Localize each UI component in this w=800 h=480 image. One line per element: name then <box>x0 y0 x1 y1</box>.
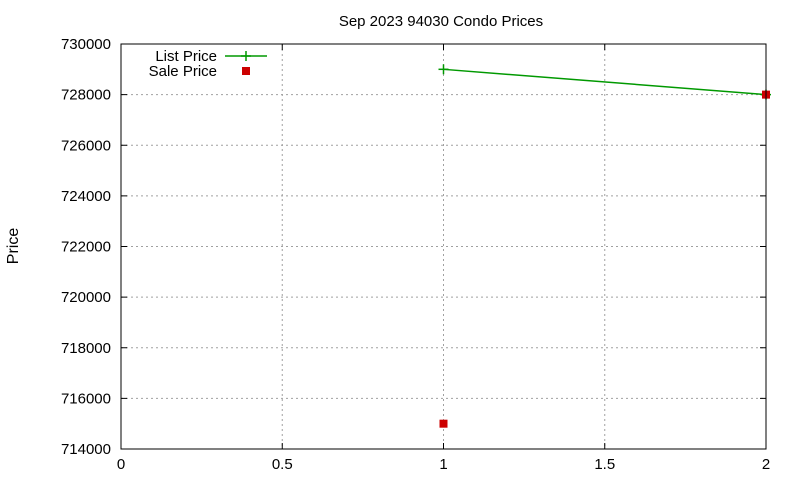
x-tick-label: 0 <box>117 456 125 473</box>
data-point <box>438 64 449 75</box>
y-tick-label: 716000 <box>61 390 111 407</box>
data-point <box>439 419 448 428</box>
y-tick-label: 714000 <box>61 441 111 458</box>
y-tick-label: 724000 <box>61 188 111 205</box>
x-axis-ticks: 0 0.5 1 1.5 2 <box>117 44 770 473</box>
grid-lines <box>121 44 766 449</box>
legend-item: Sale Price <box>149 63 250 80</box>
legend-label: List Price <box>155 48 217 65</box>
chart-title: Sep 2023 94030 Condo Prices <box>339 13 543 30</box>
legend-item: List Price <box>155 48 267 65</box>
y-axis-ticks: 714000 716000 718000 720000 722000 724000 7260… <box>61 36 766 458</box>
x-tick-label: 1.5 <box>594 456 615 473</box>
legend-label: Sale Price <box>149 63 217 80</box>
legend-marker <box>242 67 250 75</box>
plot-frame <box>120 43 767 450</box>
y-tick-label: 718000 <box>61 340 111 357</box>
y-tick-label: 720000 <box>61 289 111 306</box>
y-tick-label: 722000 <box>61 239 111 256</box>
legend-marker <box>241 51 251 61</box>
series-line <box>443 68 767 96</box>
x-tick-label: 2 <box>762 456 770 473</box>
y-axis-label: Price <box>5 228 22 265</box>
y-tick-label: 728000 <box>61 87 111 104</box>
y-tick-label: 730000 <box>61 36 111 53</box>
y-tick-label: 726000 <box>61 137 111 154</box>
x-tick-label: 0.5 <box>272 456 293 473</box>
x-tick-label: 1 <box>439 456 447 473</box>
